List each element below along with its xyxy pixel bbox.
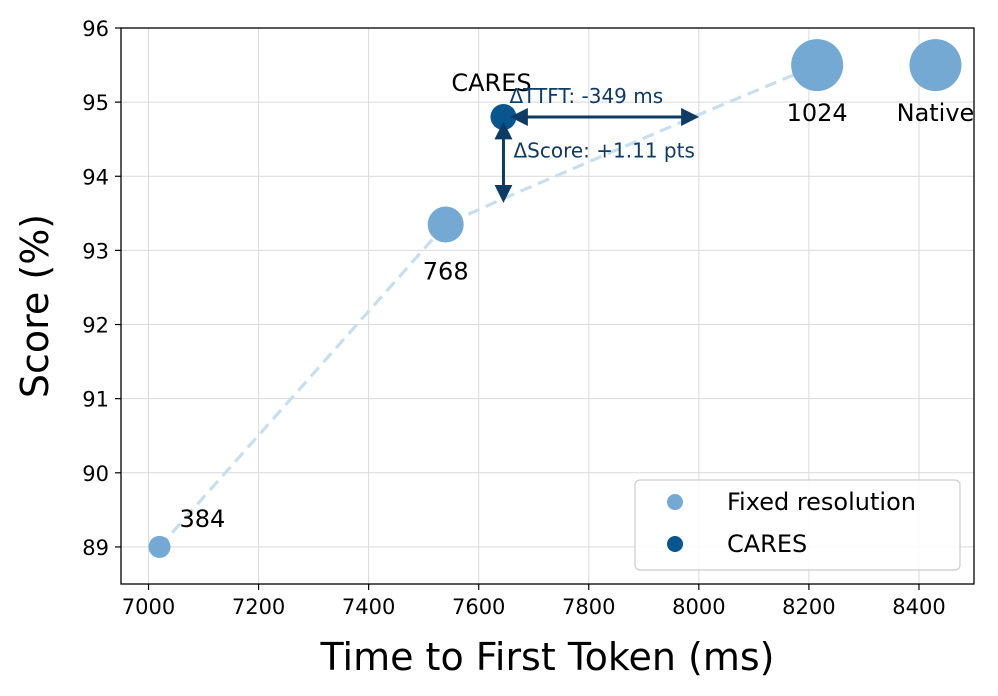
- x-tick-label: 8200: [782, 595, 835, 619]
- x-tick-label: 7600: [452, 595, 505, 619]
- legend-box: [634, 479, 961, 571]
- x-tick-label: 7200: [232, 595, 285, 619]
- y-tick-label: 93: [82, 239, 109, 263]
- y-tick-label: 94: [82, 165, 109, 189]
- plot-frame: [120, 27, 975, 585]
- axes: 7000 7200 7400 7600 7800 8000 8200 8400 89 90 91 92…: [82, 17, 975, 619]
- y-axis-title: Score (%): [13, 214, 57, 398]
- label-768: 768: [423, 257, 469, 285]
- y-tick-label: 91: [82, 388, 109, 412]
- x-axis-title: Time to First Token (ms): [319, 635, 774, 679]
- annotations: ΔTTFT: -349 ms ΔScore: +1.11 pts: [494, 84, 700, 203]
- y-tick-label: 90: [82, 462, 109, 486]
- point-fixed-1024: [791, 39, 844, 92]
- legend-label-cares: CARES: [727, 530, 807, 558]
- label-384: 384: [180, 505, 226, 533]
- legend: Fixed resolution CARES: [634, 479, 961, 571]
- y-tick-label: 92: [82, 314, 109, 338]
- legend-marker-cares: [667, 536, 683, 552]
- x-tick-label: 7400: [342, 595, 395, 619]
- legend-label-fixed: Fixed resolution: [727, 488, 916, 516]
- ttft-annotation-label: ΔTTFT: -349 ms: [509, 84, 663, 108]
- point-fixed-768: [427, 206, 464, 243]
- label-1024: 1024: [787, 99, 848, 127]
- y-tick-label: 89: [82, 536, 109, 560]
- x-tick-label: 8000: [672, 595, 725, 619]
- point-fixed-384: [148, 535, 171, 558]
- legend-marker-fixed: [667, 494, 683, 510]
- label-native: Native: [897, 99, 975, 127]
- point-fixed-native: [909, 39, 962, 92]
- label-cares: CARES: [451, 69, 531, 97]
- x-tick-label: 7800: [562, 595, 615, 619]
- x-tick-label: 8400: [892, 595, 945, 619]
- y-tick-label: 96: [82, 17, 109, 41]
- x-tick-label: 7000: [122, 595, 175, 619]
- y-tick-label: 95: [82, 91, 109, 115]
- score-annotation-label: ΔScore: +1.11 pts: [513, 139, 694, 163]
